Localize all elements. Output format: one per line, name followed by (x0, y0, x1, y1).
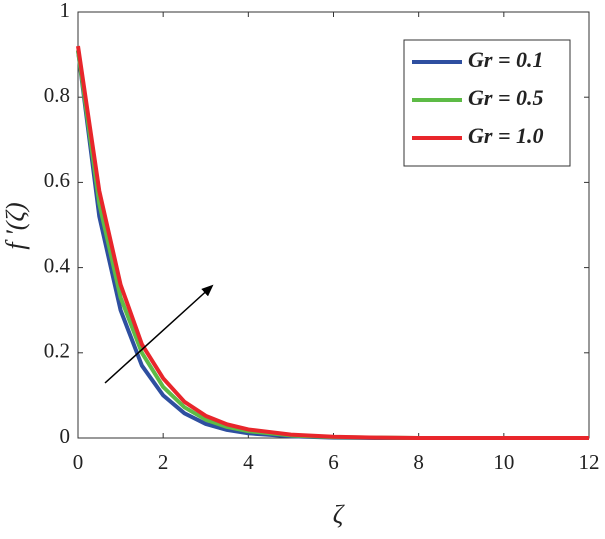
x-tick-label: 0 (73, 450, 84, 474)
x-axis-label: ζ (333, 500, 345, 529)
x-tick-label: 2 (158, 450, 169, 474)
y-axis-label: f ′(ζ) (1, 202, 30, 249)
x-tick-label: 10 (493, 450, 514, 474)
y-tick-label: 0.6 (44, 168, 70, 192)
x-tick-label: 6 (328, 450, 339, 474)
legend-label: Gr = 0.5 (468, 85, 544, 110)
x-tick-label: 12 (579, 450, 600, 474)
y-tick-label: 1 (60, 0, 71, 22)
data-line (76, 45, 589, 440)
y-tick-label: 0.4 (44, 253, 71, 277)
y-tick-label: 0.8 (44, 83, 70, 107)
x-tick-label: 4 (243, 450, 254, 474)
y-tick-label: 0 (60, 424, 71, 448)
y-tick-label: 0.2 (44, 339, 70, 363)
legend-label: Gr = 0.1 (468, 47, 544, 72)
x-tick-label: 8 (413, 450, 424, 474)
trend-arrow (104, 284, 214, 384)
legend-label: Gr = 1.0 (468, 123, 544, 148)
